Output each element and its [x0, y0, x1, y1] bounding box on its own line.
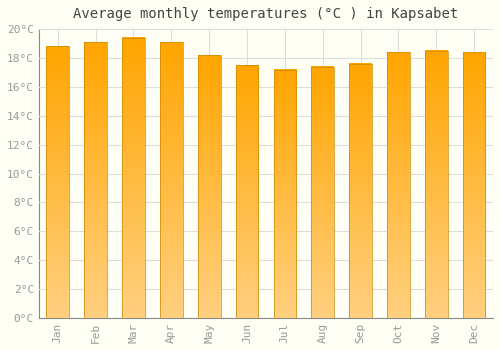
Title: Average monthly temperatures (°C ) in Kapsabet: Average monthly temperatures (°C ) in Ka…	[74, 7, 458, 21]
